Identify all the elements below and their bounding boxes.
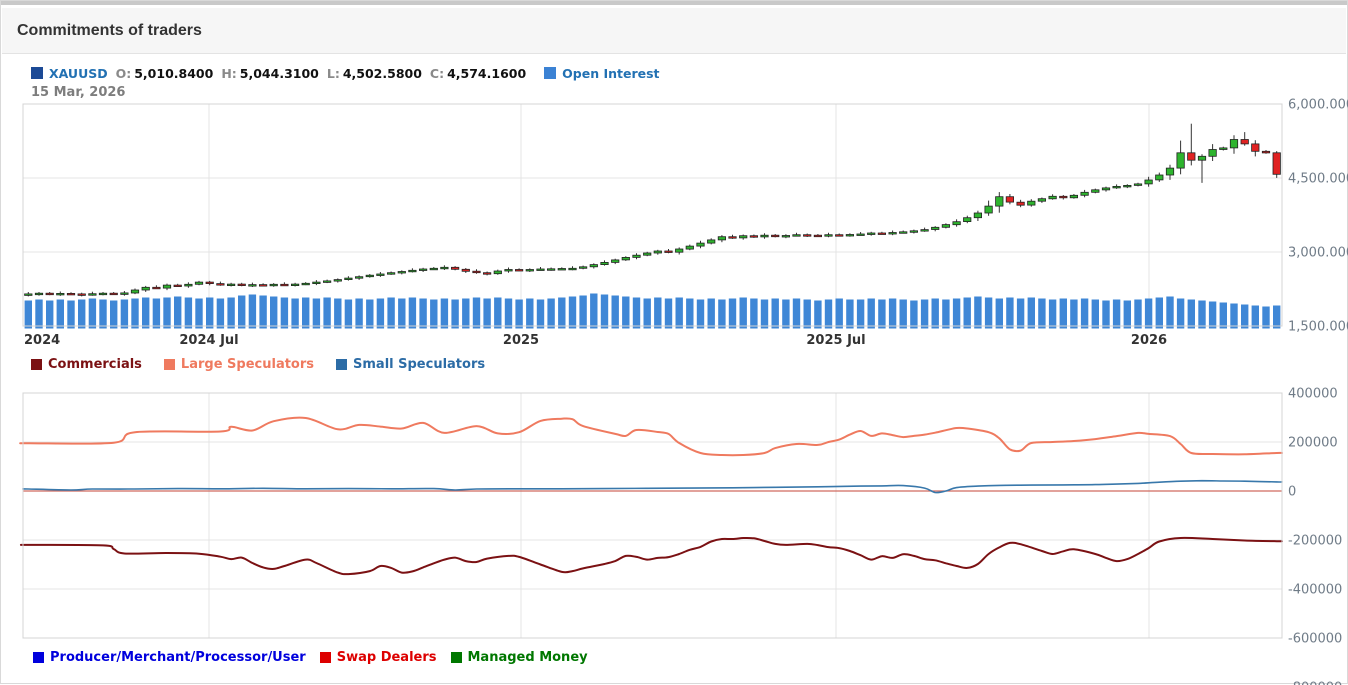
open-interest-legend[interactable]: Open Interest [544, 66, 659, 81]
legend-item-small-speculators[interactable]: Small Speculators [336, 357, 485, 372]
svg-text:2026: 2026 [1131, 333, 1167, 348]
legend-swatch-icon [320, 652, 331, 663]
legend-label: Small Speculators [353, 357, 485, 372]
low-value: 4,502.5800 [343, 66, 422, 81]
low-label: L: [327, 66, 340, 81]
svg-text:3,000.0000: 3,000.0000 [1288, 246, 1348, 261]
cot-legend: Commercials Large Speculators Small Specul… [31, 357, 485, 372]
close-value: 4,574.1600 [447, 66, 526, 81]
svg-text:0: 0 [1288, 485, 1296, 500]
price-chart-canvas[interactable]: 6,000.0000 4,500.0000 3,000.0000 1,500.0000… [1, 1, 1348, 353]
symbol-ohlc-legend: XAUUSD O: 5,010.8400 H: 5,044.3100 L: 4,… [31, 65, 660, 81]
svg-text:4,500.0000: 4,500.0000 [1288, 172, 1348, 187]
legend-swatch-icon [336, 359, 347, 370]
legend-item-managed-money[interactable]: Managed Money [451, 650, 588, 665]
close-label: C: [430, 66, 444, 81]
svg-text:2025: 2025 [503, 333, 539, 348]
legend-label: Swap Dealers [337, 650, 437, 665]
open-label: O: [116, 66, 132, 81]
open-value: 5,010.8400 [134, 66, 213, 81]
svg-text:1,500.0000: 1,500.0000 [1288, 320, 1348, 335]
legend-swatch-icon [451, 652, 462, 663]
legend-swatch-icon [31, 359, 42, 370]
high-value: 5,044.3100 [240, 66, 319, 81]
open-interest-label: Open Interest [562, 66, 659, 81]
open-interest-series-icon [544, 67, 556, 79]
svg-text:2024 Jul: 2024 Jul [179, 333, 238, 348]
legend-item-producer-merchant-processor-user[interactable]: Producer/Merchant/Processor/User [33, 650, 306, 665]
svg-text:2025 Jul: 2025 Jul [806, 333, 865, 348]
svg-text:-600000: -600000 [1288, 632, 1342, 647]
legend-label: Commercials [48, 357, 142, 372]
legend-item-commercials[interactable]: Commercials [31, 357, 142, 372]
legend-label: Large Speculators [181, 357, 314, 372]
crosshair-date-label: 15 Mar, 2026 [31, 85, 125, 100]
svg-text:-200000: -200000 [1288, 534, 1342, 549]
legend-swatch-icon [33, 652, 44, 663]
legend-label: Producer/Merchant/Processor/User [50, 650, 306, 665]
svg-text:400000: 400000 [1288, 387, 1338, 402]
disaggregated-legend: Producer/Merchant/Processor/User Swap Dea… [33, 650, 588, 665]
svg-text:6,000.0000: 6,000.0000 [1288, 98, 1348, 113]
legend-item-large-speculators[interactable]: Large Speculators [164, 357, 314, 372]
svg-text:-800000: -800000 [1288, 681, 1342, 685]
high-label: H: [221, 66, 236, 81]
legend-label: Managed Money [468, 650, 588, 665]
symbol-series-icon[interactable] [31, 67, 43, 79]
positions-chart-canvas[interactable]: 400000 200000 0 -200000 -400000 -600000 -80000… [1, 381, 1348, 685]
svg-text:2024: 2024 [24, 333, 60, 348]
svg-text:200000: 200000 [1288, 436, 1338, 451]
legend-item-swap-dealers[interactable]: Swap Dealers [320, 650, 437, 665]
legend-swatch-icon [164, 359, 175, 370]
svg-text:-400000: -400000 [1288, 583, 1342, 598]
symbol-name[interactable]: XAUUSD [49, 66, 108, 81]
